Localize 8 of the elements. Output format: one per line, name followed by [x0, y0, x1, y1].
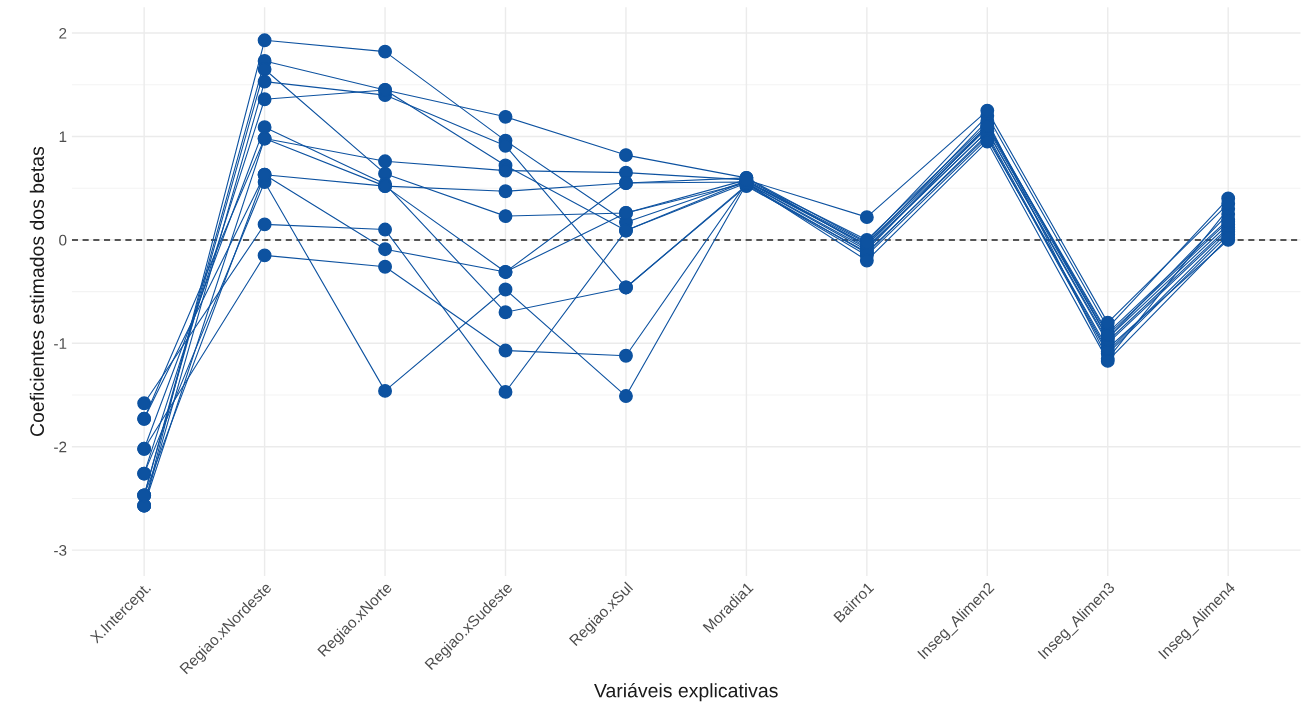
y-axis-title: Coeficientes estimados dos betas: [29, 146, 45, 436]
y-tick-label: -1: [54, 338, 67, 349]
x-axis-title: Variáveis explicativas: [594, 682, 778, 702]
y-tick-label: 1: [59, 131, 67, 143]
y-tick-label: 0: [59, 234, 67, 246]
y-tick-label: -3: [54, 545, 67, 556]
y-tick-label: -2: [54, 441, 67, 453]
y-tick-label: 2: [59, 27, 67, 39]
